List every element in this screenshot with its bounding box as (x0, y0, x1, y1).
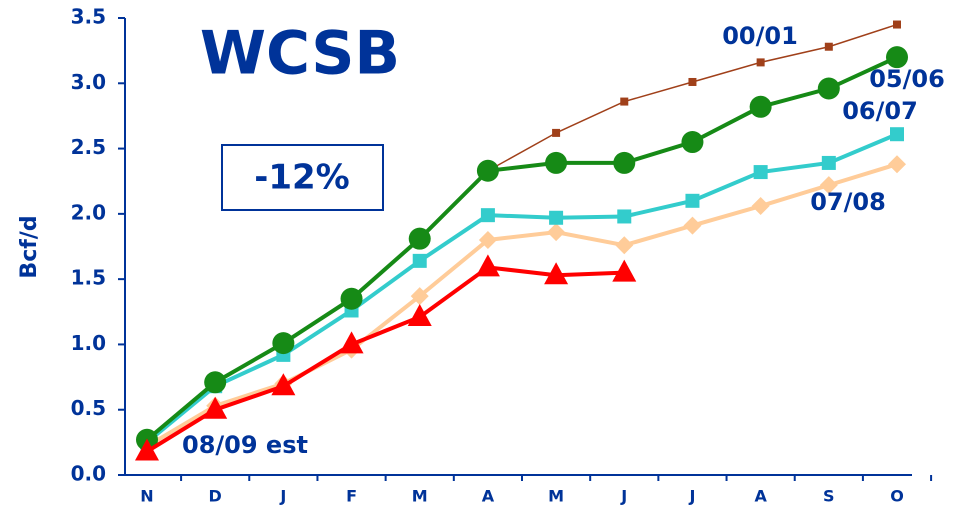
y-axis-label: Bcf/d (17, 215, 42, 278)
series-label: 07/08 (810, 188, 886, 216)
marker (340, 287, 363, 310)
marker (751, 197, 770, 216)
marker (203, 396, 228, 419)
marker (613, 151, 636, 174)
y-tick-label: 3.5 (71, 5, 106, 29)
chart-title: WCSB (200, 19, 400, 89)
series-line (145, 132, 898, 444)
marker (545, 151, 568, 174)
series-label: 05/06 (869, 65, 945, 93)
marker (756, 58, 765, 67)
marker (480, 208, 495, 223)
marker (888, 155, 906, 174)
x-tick-label: A (482, 487, 495, 506)
series-label: 06/07 (842, 97, 918, 125)
marker (478, 230, 497, 249)
x-tick-label: S (823, 487, 835, 506)
x-tick-label: J (279, 487, 286, 506)
x-tick-label: M (548, 487, 564, 506)
marker (410, 287, 429, 306)
marker (893, 20, 901, 29)
marker (408, 227, 431, 250)
marker (749, 95, 772, 118)
marker (271, 373, 296, 396)
series-line (145, 162, 898, 448)
marker (272, 332, 295, 355)
marker (412, 253, 427, 268)
marker (135, 438, 159, 461)
x-tick-label: J (620, 487, 627, 506)
x-tick-label: A (754, 487, 767, 506)
annotation: -12% (254, 158, 350, 198)
y-tick-label: 1.0 (71, 331, 106, 355)
y-tick-label: 0.0 (71, 462, 106, 486)
y-tick-label: 1.5 (71, 266, 106, 290)
series-label: 08/09 est (182, 431, 308, 459)
marker (617, 209, 632, 224)
marker (817, 77, 840, 100)
x-tick-label: M (412, 487, 428, 506)
marker (620, 97, 629, 106)
x-tick-label: D (209, 487, 222, 506)
marker (407, 304, 432, 327)
x-tick-label: J (688, 487, 695, 506)
marker (819, 176, 838, 195)
x-tick-label: N (140, 487, 153, 506)
marker (615, 236, 634, 255)
marker (681, 131, 704, 154)
series-label: 00/01 (722, 22, 798, 50)
x-tick-label: F (346, 487, 357, 506)
series-line (145, 55, 898, 442)
marker (683, 216, 702, 235)
y-tick-label: 3.0 (71, 70, 106, 94)
marker (824, 42, 833, 51)
marker (821, 155, 836, 170)
annotation-box (221, 144, 384, 211)
y-tick-label: 0.5 (71, 396, 106, 420)
marker (547, 223, 566, 242)
marker (549, 210, 564, 225)
marker (544, 262, 569, 285)
marker (886, 46, 908, 69)
y-tick-label: 2.0 (71, 200, 106, 224)
marker (204, 371, 227, 394)
marker (552, 128, 561, 137)
marker (688, 77, 697, 86)
x-tick-label: O (890, 487, 904, 506)
y-tick-label: 2.5 (71, 135, 106, 159)
marker (339, 331, 364, 354)
marker (612, 259, 637, 282)
marker (475, 254, 500, 277)
marker (476, 159, 499, 182)
marker (685, 193, 700, 208)
marker (890, 127, 904, 142)
marker (753, 165, 768, 180)
series-line (145, 265, 625, 454)
